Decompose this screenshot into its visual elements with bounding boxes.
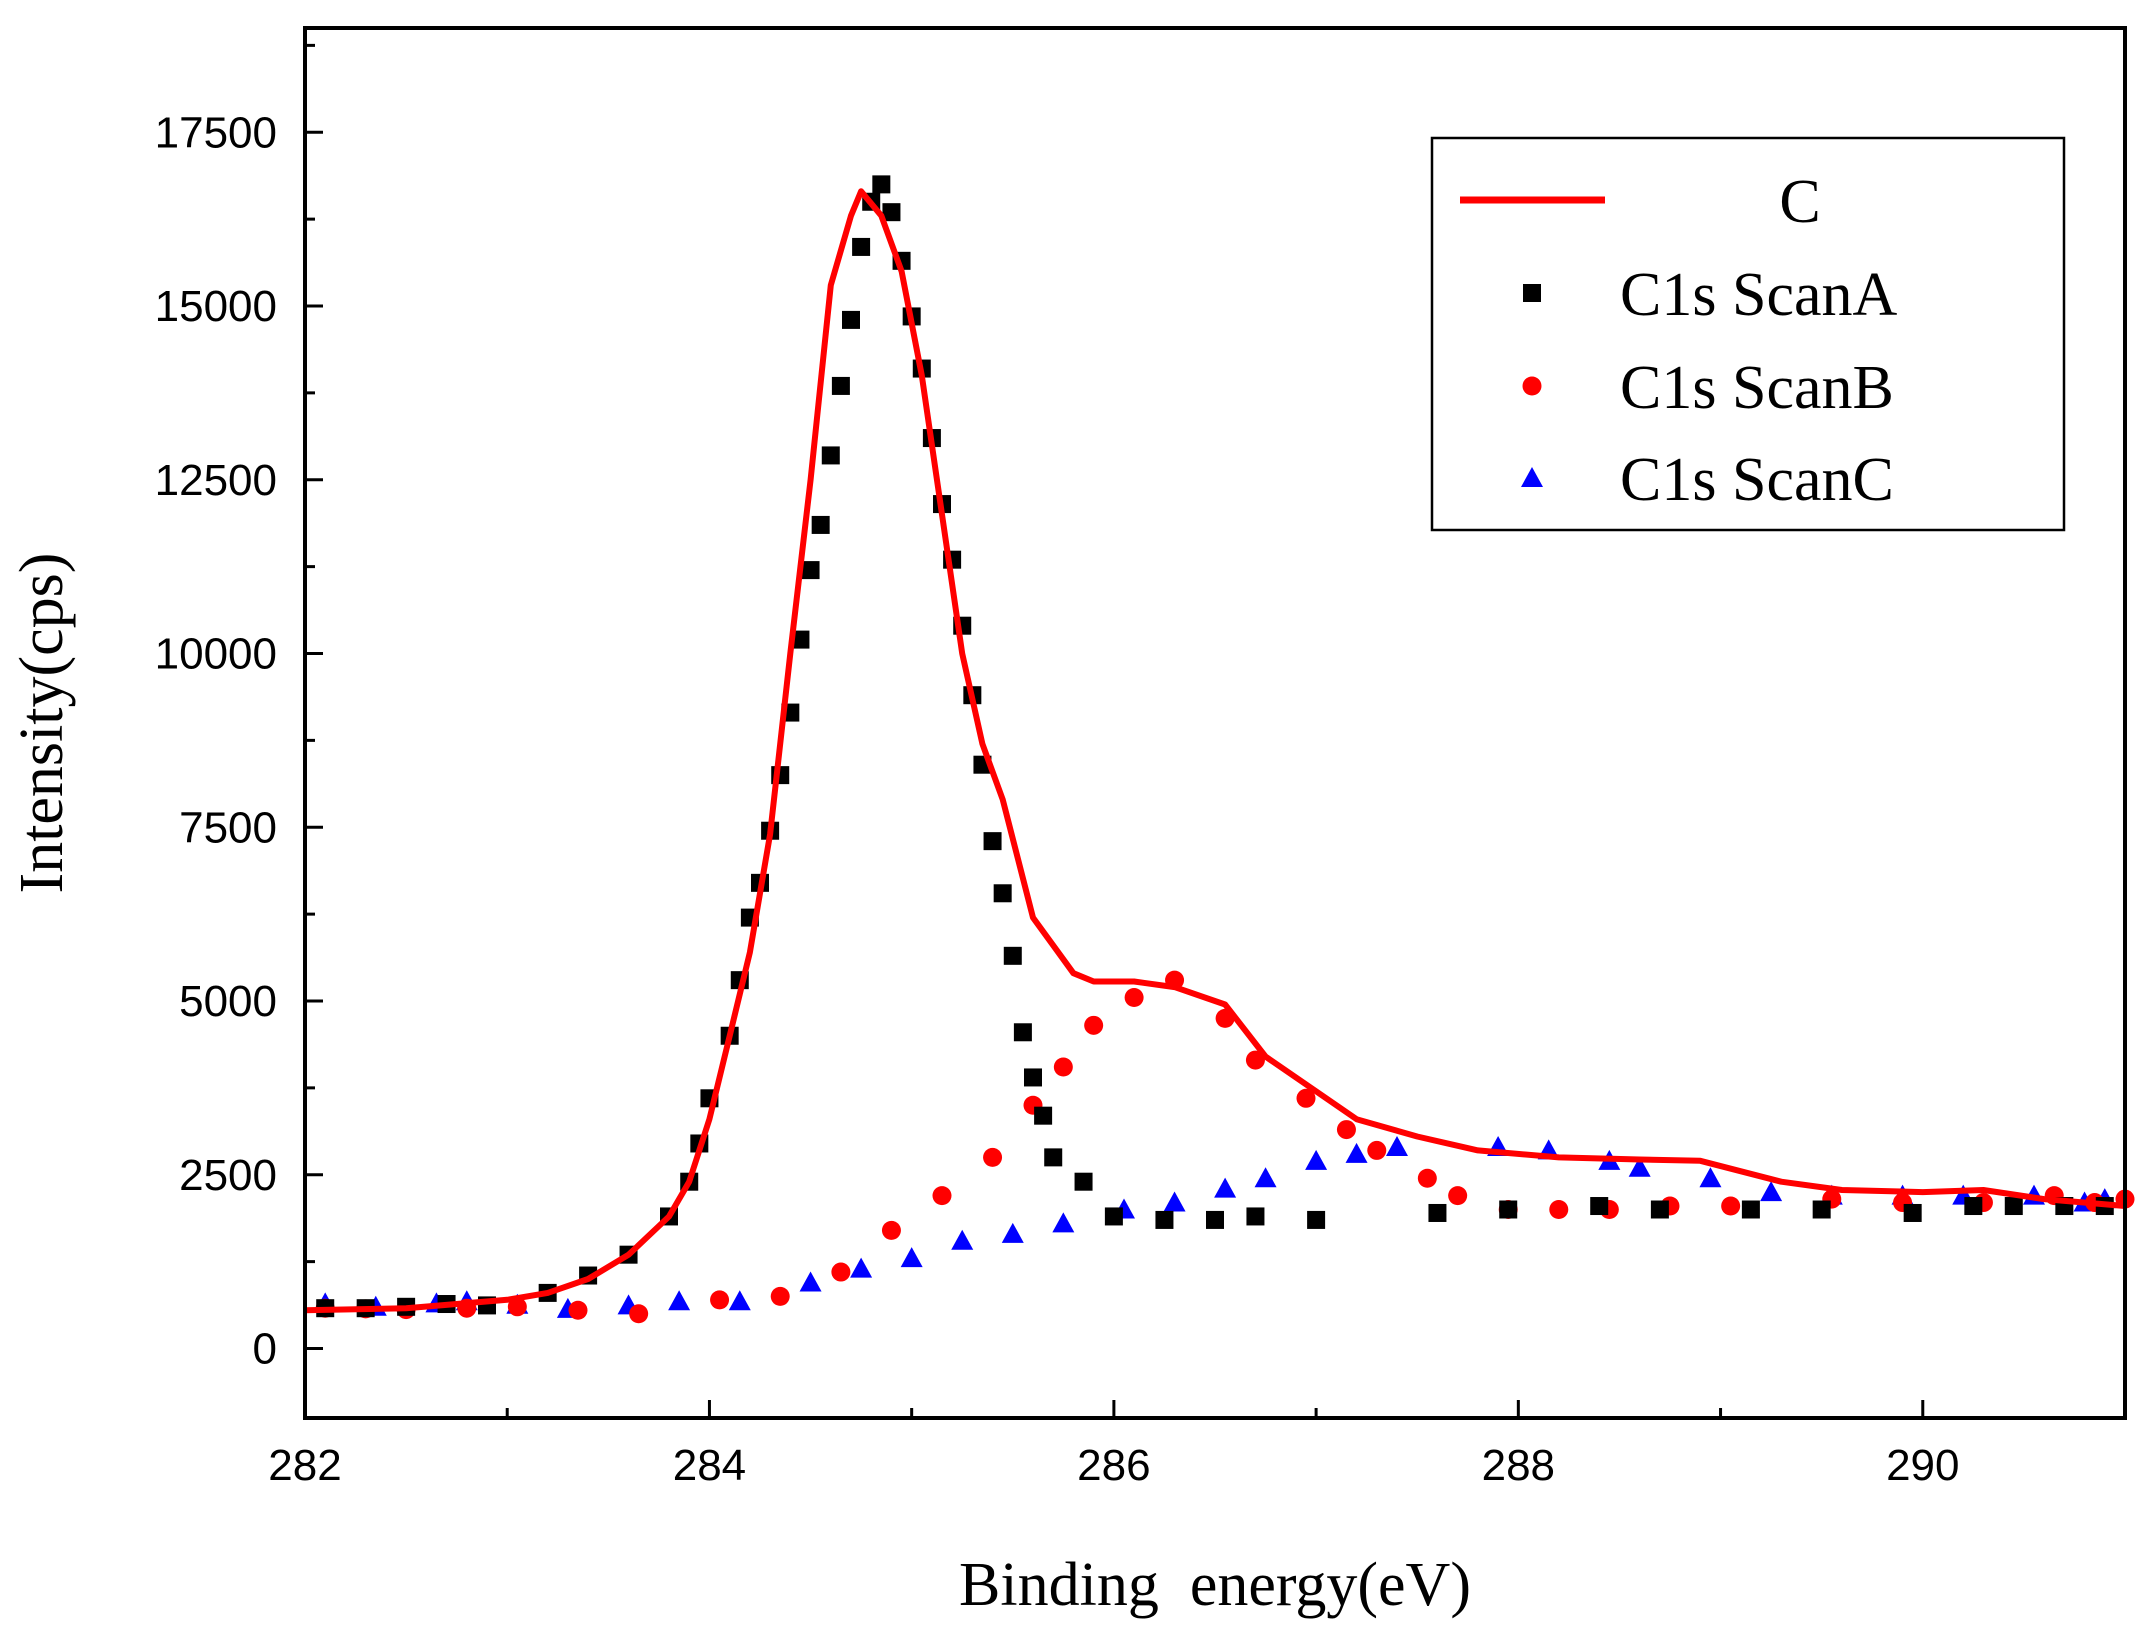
point-c1s-scanc [1001,1222,1024,1243]
point-c1s-scana [1246,1207,1265,1226]
point-c1s-scana [801,561,820,580]
point-c1s-scanb [881,1220,901,1240]
point-c1s-scana [791,630,810,649]
point-c1s-scanb [983,1147,1003,1167]
y-tick-label: 5000 [179,977,277,1026]
legend: C C1s ScanA C1s ScanB C1s ScanC [1430,136,2066,532]
point-c1s-scana [1428,1203,1447,1222]
x-tick-label: 284 [673,1441,746,1490]
x-tick-label: 288 [1482,1441,1555,1490]
point-c1s-scanb [1549,1200,1569,1219]
point-c1s-scana [1044,1148,1063,1167]
point-c1s-scana [882,203,901,222]
legend-swatch-c1s-scanb [1522,376,1542,396]
point-c1s-scanc [1760,1181,1783,1202]
point-c1s-scanc [951,1229,974,1250]
legend-label-c: C [1779,168,1820,236]
point-c1s-scana [1074,1172,1093,1191]
point-c1s-scana [852,237,871,256]
point-c1s-scana [1741,1200,1760,1219]
point-c1s-scanb [1124,988,1144,1008]
legend-swatch-c1s-scanc [1521,467,1543,487]
point-c1s-scana [1206,1210,1224,1229]
point-c1s-scanb [1721,1196,1741,1216]
point-c1s-scanb [1336,1120,1356,1140]
point-c1s-scana [1155,1210,1174,1229]
y-axis-title: Intensity(cps) [8,553,76,894]
axis-ticks: 282 284 286 288 290 0 2500 5000 7500 10000 12500 15… [155,43,2127,1490]
point-c1s-scana [831,376,850,395]
y-tick-label: 17500 [155,108,277,157]
point-c1s-scana [1307,1210,1326,1229]
point-c1s-scana [1024,1068,1042,1087]
point-c1s-scana [842,310,860,329]
point-c1s-scanb [1296,1088,1316,1108]
y-tick-label: 12500 [155,456,277,505]
point-c1s-scanb [1053,1057,1073,1077]
point-c1s-scanc [728,1290,751,1311]
point-c1s-scana [1499,1200,1518,1219]
point-c1s-scana [811,515,830,534]
point-c1s-scana [993,884,1012,903]
point-c1s-scanb [710,1290,730,1310]
point-c1s-scanc [799,1271,822,1292]
point-c1s-scana [1650,1200,1669,1219]
point-c1s-scanb [568,1300,588,1320]
point-c1s-scana [1903,1203,1922,1222]
point-c1s-scanb [770,1286,790,1306]
point-c1s-scana [1034,1106,1053,1125]
y-tick-label: 10000 [155,630,277,679]
point-c1s-scanb [932,1186,952,1206]
point-c1s-scana [821,446,840,465]
point-c1s-scana [1104,1207,1123,1226]
point-c1s-scana [2004,1197,2023,1216]
point-c1s-scanc [900,1247,923,1268]
point-c1s-scanc [1305,1149,1328,1170]
legend-swatch-c1s-scana [1523,284,1541,302]
point-c1s-scana [1013,1023,1032,1042]
legend-label-c1s-scanc: C1s ScanC [1620,446,1894,514]
y-tick-label: 2500 [179,1151,277,1200]
series-line-c [304,188,2126,1314]
legend-label-c1s-scana: C1s ScanA [1620,261,1898,329]
point-c1s-scana [1590,1197,1609,1216]
y-tick-label: 15000 [155,282,277,331]
point-c1s-scanb [629,1304,649,1324]
point-c1s-scanc [1214,1177,1237,1198]
x-tick-label: 282 [268,1441,341,1490]
x-tick-label: 286 [1077,1441,1150,1490]
point-c1s-scana [1003,946,1022,965]
point-c1s-scanc [1254,1167,1277,1188]
x-axis-title: Binding energy(eV) [959,1551,1471,1619]
point-c1s-scanc [1052,1212,1075,1233]
point-c1s-scanc [1628,1156,1651,1177]
point-c1s-scanb [831,1262,851,1282]
point-c1s-scana [1812,1200,1831,1219]
plot-marks [304,175,2135,1324]
y-tick-label: 0 [253,1325,277,1374]
y-tick-label: 7500 [179,803,277,852]
point-c1s-scanb [1448,1186,1468,1206]
legend-label-c1s-scanb: C1s ScanB [1620,354,1894,422]
x-tick-label: 290 [1886,1441,1959,1490]
point-c1s-scanb [1417,1168,1437,1188]
point-c1s-scanc [1345,1142,1368,1163]
point-c1s-scana [872,175,891,194]
point-c1s-scanc [668,1290,691,1311]
point-c1s-scanb [1084,1015,1104,1035]
point-c1s-scanc [1386,1135,1408,1156]
point-c1s-scanb [507,1297,527,1317]
point-c1s-scana [1964,1197,1983,1216]
point-c1s-scanc [850,1257,873,1278]
point-c1s-scana [983,832,1002,851]
plot-frame [303,26,2127,1420]
point-c1s-scanc [1163,1191,1186,1212]
point-c1s-scanc [1699,1167,1722,1188]
point-c1s-scanb [1245,1050,1265,1070]
point-c1s-scanb [1367,1140,1387,1160]
